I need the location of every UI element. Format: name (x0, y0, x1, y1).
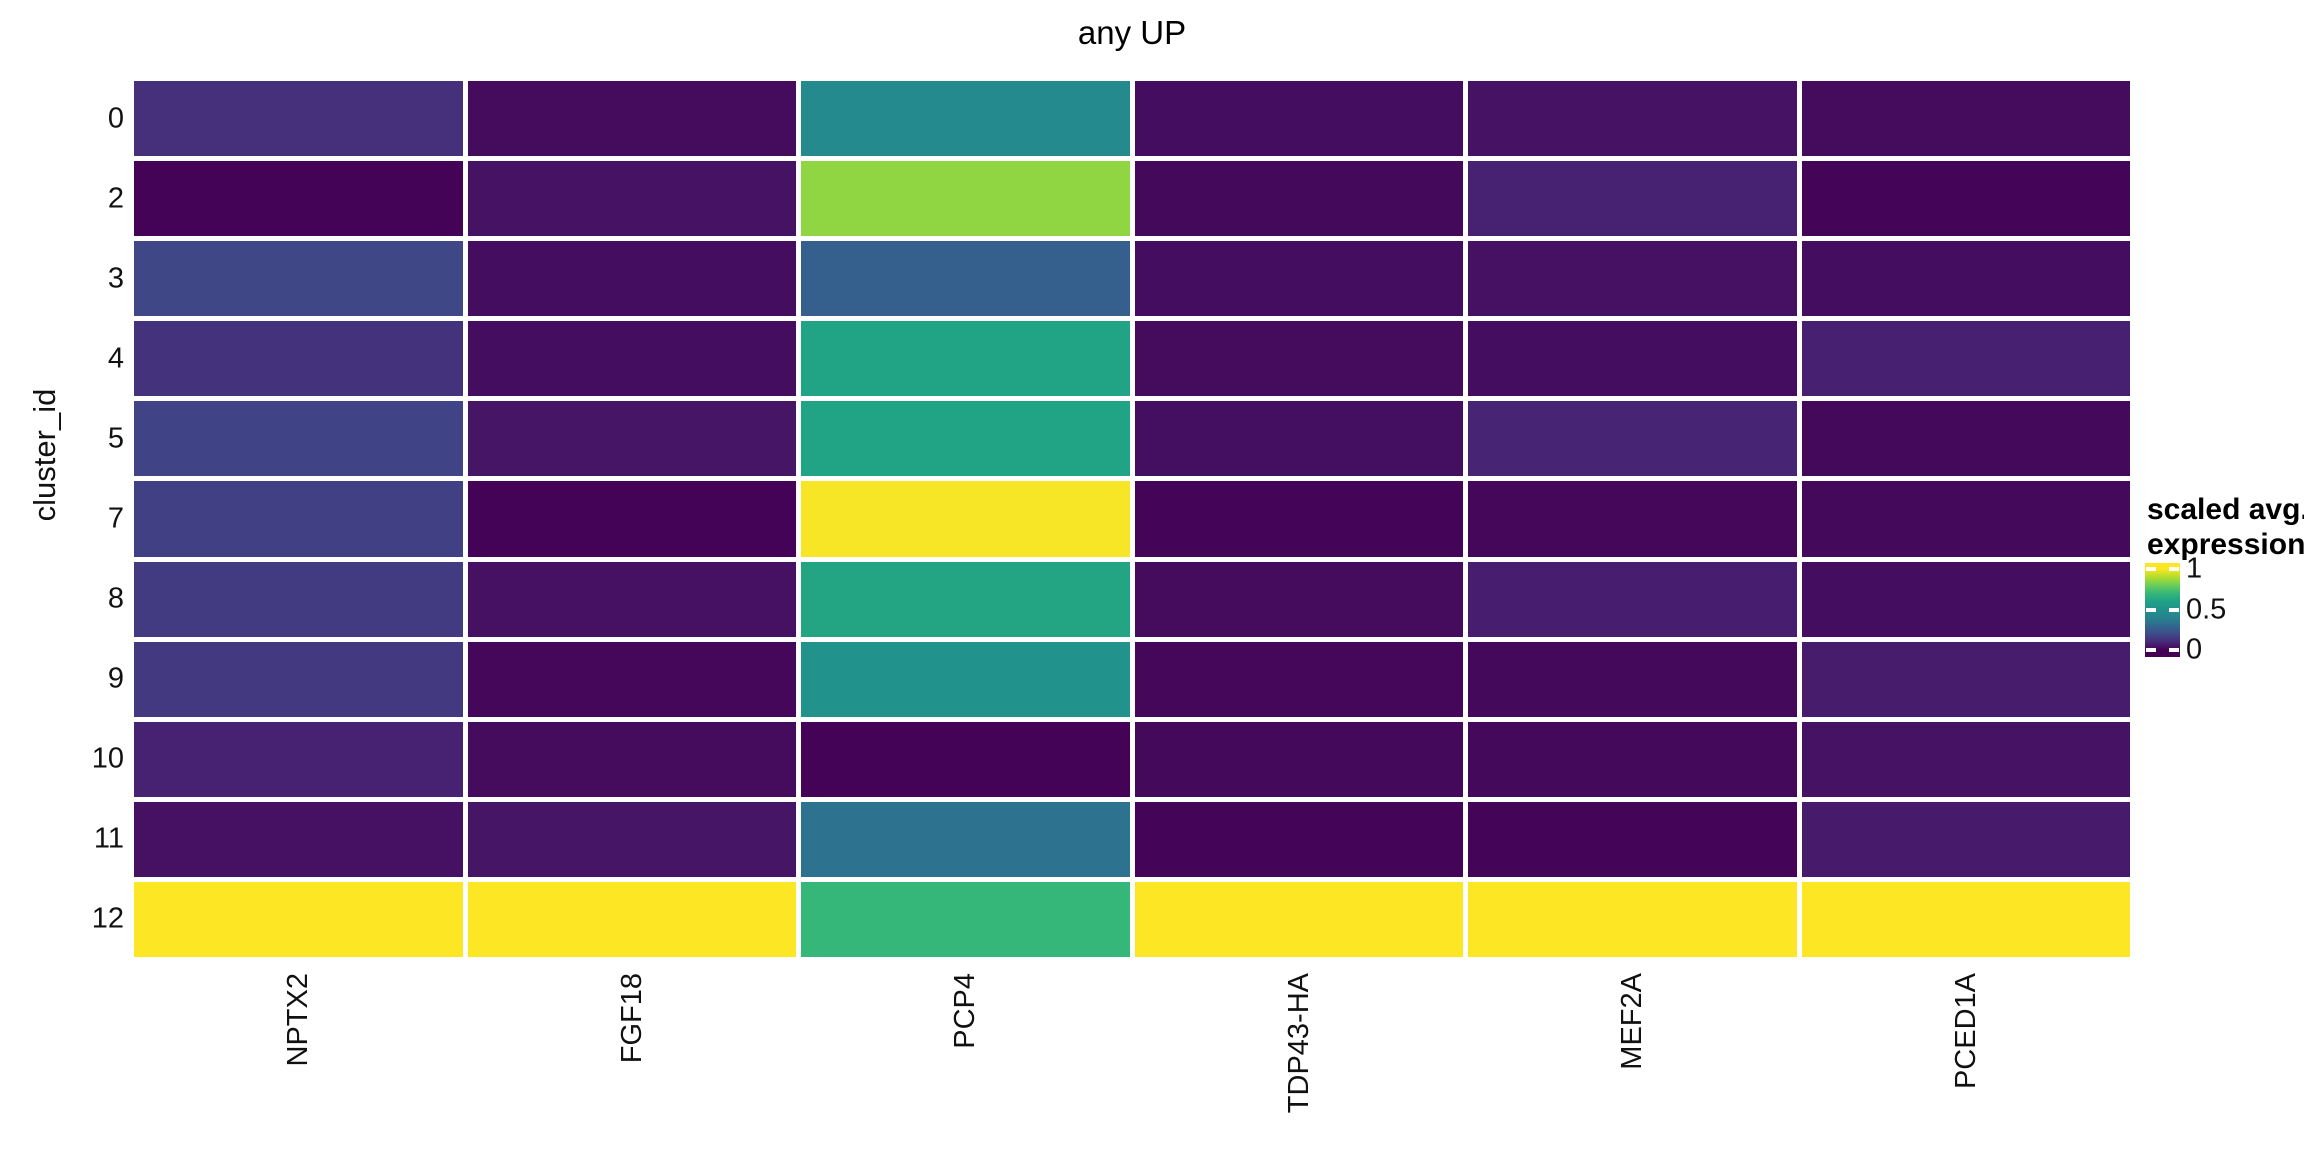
heatmap-cell (467, 241, 796, 317)
heatmap-cell (1468, 721, 1797, 797)
heatmap-cell (1134, 641, 1463, 717)
y-tick-label: 10 (91, 742, 124, 775)
legend-tick-label: 1 (2186, 552, 2203, 585)
heatmap-cell (134, 241, 463, 317)
heatmap-cell (1801, 321, 2130, 397)
legend-tick-mark (2146, 607, 2156, 612)
heatmap-cell (467, 881, 796, 957)
legend-tick-label: 0.5 (2186, 593, 2227, 626)
heatmap-cell (1801, 641, 2130, 717)
heatmap-cell (467, 641, 796, 717)
heatmap-cell (1468, 481, 1797, 557)
heatmap-cell (1134, 241, 1463, 317)
y-tick-label: 11 (93, 822, 124, 855)
heatmap-cell (1134, 481, 1463, 557)
heatmap-cell (1801, 561, 2130, 637)
x-tick-label: FGF18 (615, 973, 648, 1064)
legend-tick-mark (2169, 566, 2179, 571)
heatmap-cell (1801, 481, 2130, 557)
x-tick-label: MEF2A (1616, 973, 1649, 1070)
legend-tick-mark (2169, 648, 2179, 653)
heatmap-cell (134, 481, 463, 557)
y-tick-label: 2 (107, 182, 124, 215)
heatmap-cell (1134, 721, 1463, 797)
heatmap-cell (134, 881, 463, 957)
heatmap-cell (1801, 241, 2130, 317)
legend-tick-mark (2146, 566, 2156, 571)
heatmap-cell (1468, 881, 1797, 957)
plot-title: any UP (1077, 14, 1187, 51)
y-tick-label: 5 (107, 422, 124, 455)
heatmap-cell (1468, 401, 1797, 477)
x-tick-label: TDP43-HA (1282, 973, 1315, 1114)
heatmap-cell (467, 801, 796, 877)
heatmap-cell (1468, 641, 1797, 717)
legend-tick-mark (2146, 648, 2156, 653)
heatmap-cell (134, 641, 463, 717)
heatmap-cell (134, 321, 463, 397)
heatmap-cell (801, 241, 1130, 317)
legend-title-line-2: expression (2147, 528, 2304, 561)
heatmap-cell (467, 561, 796, 637)
y-tick-label: 12 (91, 902, 124, 935)
heatmap-cell (1801, 81, 2130, 157)
heatmap-cell (134, 721, 463, 797)
y-tick-label: 9 (107, 662, 124, 695)
heatmap-cell (801, 721, 1130, 797)
legend-title-line-1: scaled avg. (2147, 493, 2304, 526)
heatmap-cell (134, 561, 463, 637)
heatmap-cell (1801, 721, 2130, 797)
heatmap-cell (1134, 401, 1463, 477)
heatmap-cell (467, 161, 796, 237)
legend-tick-mark (2169, 607, 2179, 612)
heatmap-cell (1468, 241, 1797, 317)
heatmap-cell (801, 641, 1130, 717)
y-tick-label: 4 (107, 342, 124, 375)
heatmap-cell (467, 721, 796, 797)
x-tick-label: PCED1A (1949, 973, 1982, 1090)
heatmap-grid (134, 81, 2130, 957)
heatmap-cell (467, 481, 796, 557)
heatmap-cell (1801, 401, 2130, 477)
y-tick-label: 3 (107, 262, 124, 295)
heatmap-cell (1468, 561, 1797, 637)
y-tick-label: 8 (107, 582, 124, 615)
heatmap-cell (1801, 881, 2130, 957)
heatmap-cell (801, 321, 1130, 397)
heatmap-cell (1468, 161, 1797, 237)
heatmap-cell (1134, 161, 1463, 237)
heatmap-cell (801, 561, 1130, 637)
heatmap-cell (1468, 801, 1797, 877)
heatmap-cell (1134, 81, 1463, 157)
heatmap-cell (1801, 801, 2130, 877)
heatmap-cell (801, 161, 1130, 237)
heatmap-cell (1134, 801, 1463, 877)
heatmap-cell (801, 881, 1130, 957)
heatmap-cell (134, 801, 463, 877)
heatmap-cell (134, 161, 463, 237)
y-tick-label: 7 (107, 502, 124, 535)
x-tick-label: NPTX2 (282, 973, 315, 1067)
heatmap-cell (467, 81, 796, 157)
heatmap-cell (134, 81, 463, 157)
heatmap-cell (1468, 321, 1797, 397)
x-tick-label: PCP4 (949, 973, 982, 1049)
heatmap-cell (467, 401, 796, 477)
y-axis-title: cluster_id (27, 388, 62, 522)
heatmap-cell (1134, 321, 1463, 397)
heatmap-cell (134, 401, 463, 477)
legend-tick-label: 0 (2186, 633, 2203, 666)
heatmap-cell (1134, 561, 1463, 637)
heatmap-cell (1134, 881, 1463, 957)
y-tick-label: 0 (107, 102, 124, 135)
heatmap-cell (1801, 161, 2130, 237)
heatmap-cell (801, 801, 1130, 877)
heatmap-cell (467, 321, 796, 397)
heatmap-cell (801, 401, 1130, 477)
heatmap-cell (801, 481, 1130, 557)
heatmap-cell (1468, 81, 1797, 157)
heatmap-cell (801, 81, 1130, 157)
